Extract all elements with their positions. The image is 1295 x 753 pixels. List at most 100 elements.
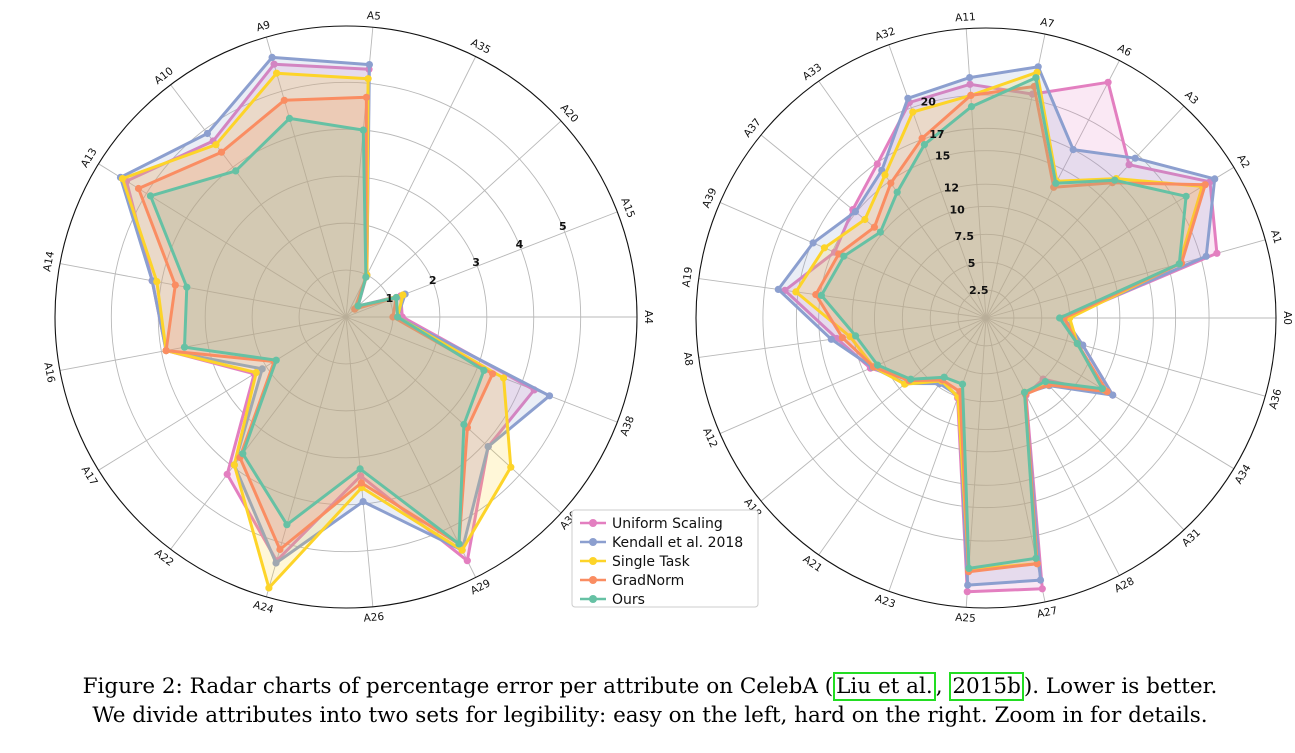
grid-spoke bbox=[719, 317, 987, 434]
data-point-kendall-et-al-2018-a17 bbox=[258, 365, 266, 373]
data-point-single-task-a22 bbox=[230, 461, 238, 469]
legend-swatch-marker bbox=[589, 557, 597, 565]
data-point-ours-a27 bbox=[1032, 554, 1040, 562]
data-point-ours-a33 bbox=[893, 188, 901, 196]
legend: Uniform Scaling Kendall et al. 2018 Sing… bbox=[571, 509, 759, 608]
data-point-kendall-et-al-2018-a1 bbox=[1202, 252, 1210, 260]
caption-text: Figure 2: Radar charts of percentage err… bbox=[82, 674, 834, 699]
axis-label-a15: A15 bbox=[618, 196, 637, 219]
grid-spoke bbox=[985, 317, 1266, 397]
data-point-kendall-et-al-2018-a8 bbox=[827, 335, 835, 343]
legend-label: Single Task bbox=[612, 554, 691, 570]
data-point-ours-a28 bbox=[1020, 388, 1029, 396]
data-point-single-task-a33 bbox=[881, 171, 889, 179]
data-point-gradnorm-a37 bbox=[870, 223, 879, 231]
axis-label-a8: A8 bbox=[681, 351, 695, 366]
grid-spoke bbox=[265, 36, 347, 318]
data-point-ours-a24 bbox=[283, 521, 291, 529]
data-point-gradnorm-a32 bbox=[918, 134, 926, 142]
data-point-single-task-a17 bbox=[252, 369, 260, 377]
grid-spoke bbox=[985, 166, 1235, 319]
citation-link-liu[interactable]: Liu et al. bbox=[833, 672, 936, 701]
data-point-gradnorm-a8 bbox=[838, 334, 847, 342]
data-point-uniform-scaling-a22 bbox=[223, 470, 231, 478]
citation-link-2015b[interactable]: 2015b bbox=[949, 672, 1024, 701]
data-point-single-task-a7 bbox=[1033, 68, 1041, 76]
caption-separator: , bbox=[935, 674, 950, 699]
data-point-ours-a14 bbox=[183, 283, 191, 291]
radial-tick-label: 7.5 bbox=[955, 230, 975, 243]
data-point-kendall-et-al-2018-a27 bbox=[1036, 576, 1045, 584]
caption-line-2: We divide attributes into two sets for l… bbox=[92, 703, 1208, 728]
data-point-ours-a37 bbox=[876, 228, 885, 236]
data-point-uniform-scaling-a25 bbox=[963, 588, 971, 596]
radial-tick-label: 10 bbox=[949, 203, 965, 216]
data-point-kendall-et-al-2018-a30 bbox=[484, 443, 492, 451]
legend-item-ours: Ours bbox=[580, 592, 645, 608]
axis-label-a27: A27 bbox=[1036, 605, 1059, 621]
data-point-single-task-a8 bbox=[846, 333, 854, 341]
axis-label-a5: A5 bbox=[366, 10, 381, 23]
data-point-single-task-a24 bbox=[265, 584, 273, 592]
data-point-ours-a26 bbox=[356, 465, 364, 473]
legend-label: Ours bbox=[612, 592, 645, 608]
axis-label-a4: A4 bbox=[642, 310, 654, 324]
axis-label-a19: A19 bbox=[680, 266, 695, 288]
radial-tick-label: 3 bbox=[472, 256, 480, 269]
data-point-gradnorm-a33 bbox=[887, 179, 895, 187]
data-point-uniform-scaling-a29 bbox=[463, 557, 471, 565]
grid-spoke bbox=[170, 316, 347, 550]
grid-spoke bbox=[985, 105, 1185, 319]
outer-circle bbox=[695, 27, 1277, 609]
data-point-kendall-et-al-2018-a11 bbox=[966, 74, 974, 82]
radial-tick-label: 1 bbox=[386, 292, 394, 305]
grid-spoke bbox=[888, 44, 987, 319]
legend-swatch-marker bbox=[589, 595, 597, 603]
axis-label-a1: A1 bbox=[1268, 229, 1283, 246]
data-point-ours-a5 bbox=[359, 126, 367, 134]
data-point-kendall-et-al-2018-a25 bbox=[964, 581, 972, 589]
data-point-uniform-scaling-a26 bbox=[357, 472, 365, 480]
data-point-gradnorm-a11 bbox=[967, 91, 975, 99]
data-point-gradnorm-a9 bbox=[280, 96, 288, 104]
grid-spoke bbox=[888, 317, 987, 592]
data-point-gradnorm-a2 bbox=[1201, 181, 1209, 189]
data-point-ours-a39 bbox=[840, 252, 848, 260]
grid-spoke bbox=[170, 84, 347, 318]
grid-spoke bbox=[345, 316, 477, 578]
grid-spoke bbox=[818, 80, 987, 319]
axis-label-a12: A12 bbox=[700, 426, 719, 450]
data-point-kendall-et-al-2018-a26 bbox=[359, 498, 367, 506]
data-point-ours-a15 bbox=[392, 293, 400, 302]
radial-tick-label: 4 bbox=[516, 238, 524, 251]
data-point-uniform-scaling-a27 bbox=[1038, 585, 1046, 593]
data-point-single-task-a5 bbox=[364, 75, 372, 83]
data-point-ours-a35 bbox=[362, 273, 370, 281]
data-point-ours-a19 bbox=[817, 291, 826, 299]
data-point-uniform-scaling-a3 bbox=[1125, 161, 1133, 169]
data-point-kendall-et-al-2018-a38 bbox=[545, 392, 554, 400]
legend-label: Kendall et al. 2018 bbox=[612, 535, 743, 551]
data-point-ours-a25 bbox=[965, 564, 973, 573]
radar-chart-easy: A4A15A20A35A5A9A10A13A14A16A17A22A24A26A… bbox=[41, 10, 654, 625]
radial-tick-label: 17 bbox=[929, 128, 944, 141]
radial-tick-label: 2.5 bbox=[969, 284, 989, 297]
radial-tick-label: 5 bbox=[559, 220, 567, 233]
grid-spoke bbox=[818, 317, 987, 556]
data-point-ours-a4 bbox=[394, 313, 402, 321]
grid-spoke bbox=[698, 278, 987, 319]
data-point-ours-a6 bbox=[1052, 179, 1060, 187]
axis-label-a23: A23 bbox=[874, 593, 897, 611]
data-point-ours-a16 bbox=[180, 343, 189, 351]
axis-label-a14: A14 bbox=[41, 250, 57, 273]
legend-swatch-marker bbox=[589, 576, 597, 584]
data-point-ours-a23 bbox=[958, 380, 967, 388]
axis-label-a29: A29 bbox=[469, 577, 493, 597]
data-point-gradnorm-a16 bbox=[162, 347, 170, 355]
data-point-single-task-a32 bbox=[909, 108, 917, 116]
series-line-ours bbox=[149, 116, 486, 546]
data-point-ours-a18 bbox=[907, 375, 915, 383]
caption-text-suffix: ). Lower is better. bbox=[1023, 674, 1218, 699]
data-point-ours-a0 bbox=[1056, 314, 1064, 322]
data-point-gradnorm-a5 bbox=[362, 93, 370, 101]
